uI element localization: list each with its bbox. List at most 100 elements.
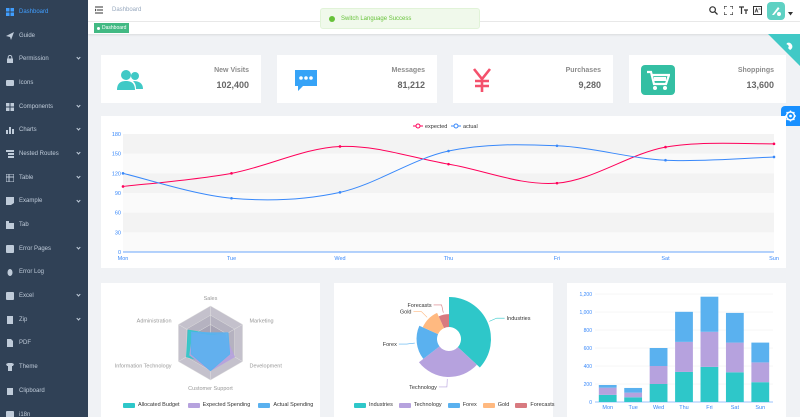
- sidebar-item-zip[interactable]: Zip: [0, 308, 88, 332]
- bar-segment[interactable]: [649, 384, 668, 402]
- radar-series-2[interactable]: [190, 331, 231, 372]
- legend-marker[interactable]: [415, 123, 421, 129]
- sidebar-item-table[interactable]: Table: [0, 166, 88, 190]
- data-point[interactable]: [121, 185, 125, 188]
- pie-slice-forex[interactable]: [416, 325, 440, 359]
- data-point[interactable]: [664, 158, 667, 162]
- success-message: Switch Language Success: [320, 8, 480, 29]
- legend-swatch: [515, 402, 528, 408]
- panel-new-visits[interactable]: New Visits 102,400: [101, 55, 261, 103]
- pie-slice-forecasts[interactable]: [438, 314, 449, 329]
- bar-segment[interactable]: [700, 296, 719, 332]
- panel-purchases[interactable]: Purchases 9,280: [453, 55, 613, 103]
- bar-segment[interactable]: [751, 362, 770, 383]
- example-icon: [6, 197, 14, 206]
- hamburger-icon[interactable]: [95, 6, 103, 14]
- chevron-down-icon: [76, 197, 81, 203]
- legend-item[interactable]: Gold: [482, 402, 509, 408]
- language-icon[interactable]: [753, 6, 762, 15]
- bar-segment[interactable]: [725, 372, 744, 402]
- bar-segment[interactable]: [725, 342, 744, 373]
- legend-item[interactable]: Allocated Budget: [123, 402, 180, 408]
- sidebar-item-dashboard[interactable]: Dashboard: [0, 0, 88, 24]
- data-point[interactable]: [338, 145, 342, 148]
- data-point[interactable]: [664, 145, 667, 149]
- sidebar-item-excel[interactable]: Excel: [0, 284, 88, 308]
- bar-segment[interactable]: [624, 392, 643, 398]
- bar-segment[interactable]: [598, 394, 617, 402]
- bar-segment[interactable]: [624, 387, 643, 393]
- sidebar-item-components[interactable]: Components: [0, 95, 88, 119]
- size-icon[interactable]: [739, 6, 748, 15]
- data-point[interactable]: [338, 191, 342, 194]
- sidebar-item-permission[interactable]: Permission: [0, 47, 88, 71]
- legend-item[interactable]: Forex: [447, 402, 477, 408]
- data-point[interactable]: [230, 196, 233, 200]
- bar-segment[interactable]: [751, 342, 770, 363]
- sidebar-item-nested-routes[interactable]: Nested Routes: [0, 142, 88, 166]
- bar-segment[interactable]: [649, 366, 668, 384]
- x-tick-label: Fri: [554, 256, 560, 262]
- bar-segment[interactable]: [598, 387, 617, 395]
- bar-segment[interactable]: [598, 384, 617, 388]
- data-point[interactable]: [447, 162, 450, 166]
- search-icon[interactable]: [709, 6, 718, 15]
- sidebar-item-example[interactable]: Example: [0, 190, 88, 214]
- data-point[interactable]: [772, 142, 776, 146]
- pie-slice-industries[interactable]: [449, 297, 491, 368]
- sidebar-item-charts[interactable]: Charts: [0, 118, 88, 142]
- caret-down-icon[interactable]: [788, 12, 793, 16]
- bar-segment[interactable]: [649, 348, 668, 366]
- sidebar-item-tab[interactable]: Tab: [0, 213, 88, 237]
- sidebar-item-label: Clipboard: [19, 387, 45, 394]
- panel-messages[interactable]: Messages 81,212: [277, 55, 437, 103]
- sidebar-item-theme[interactable]: Theme: [0, 355, 88, 379]
- data-point[interactable]: [772, 155, 776, 159]
- data-point[interactable]: [555, 144, 559, 148]
- legend-label: Actual Spending: [273, 402, 314, 408]
- legend-item[interactable]: Technology: [398, 402, 442, 408]
- legend-item[interactable]: Actual Spending: [258, 402, 313, 408]
- bar-segment[interactable]: [675, 371, 693, 402]
- sidebar-item-i18n[interactable]: i18n: [0, 403, 88, 417]
- sidebar-item-label: Tab: [19, 222, 29, 229]
- data-point[interactable]: [121, 172, 125, 175]
- bar-segment[interactable]: [675, 341, 693, 372]
- sidebar-item-guide[interactable]: Guide: [0, 24, 88, 48]
- bar-segment[interactable]: [725, 312, 744, 343]
- bar-segment[interactable]: [700, 331, 719, 367]
- sidebar-item-icons[interactable]: Icons: [0, 71, 88, 95]
- legend-item[interactable]: Forecasts: [515, 402, 555, 408]
- radar-legend: Allocated Budget Expected Spending Actua…: [123, 402, 313, 408]
- data-point[interactable]: [230, 172, 233, 175]
- github-corner-icon[interactable]: [768, 34, 800, 66]
- legend-item[interactable]: Expected Spending: [187, 402, 250, 408]
- sidebar-item-clipboard[interactable]: Clipboard: [0, 379, 88, 403]
- chevron-down-icon: [76, 174, 81, 179]
- y-tick-label: 90: [115, 191, 121, 197]
- bar-segment[interactable]: [700, 366, 719, 402]
- tag-dashboard[interactable]: Dashboard: [94, 23, 130, 33]
- data-point[interactable]: [447, 149, 450, 153]
- radar-indicator-label: Customer Support: [188, 386, 233, 392]
- legend-marker[interactable]: [453, 123, 459, 129]
- sidebar-item-error-pages[interactable]: Error Pages: [0, 237, 88, 261]
- bar-segment[interactable]: [751, 382, 770, 402]
- sidebar-item-pdf[interactable]: PDF: [0, 332, 88, 356]
- line-chart-card: 0 30 60 90 120 150 180 Mon Tue Wed Thu Fri Sat Sun ex…: [101, 116, 786, 268]
- pie-slice-technology[interactable]: [418, 346, 477, 377]
- pie-slice-gold[interactable]: [422, 312, 445, 335]
- x-tick-label: Thu: [679, 405, 688, 411]
- bar-segment[interactable]: [675, 311, 693, 342]
- legend-item[interactable]: Industries: [354, 402, 393, 408]
- panel-shoppings[interactable]: Shoppings 13,600: [629, 55, 786, 103]
- breadcrumb[interactable]: Dashboard: [112, 7, 142, 13]
- grid-band: [123, 193, 774, 213]
- fullscreen-icon[interactable]: [724, 6, 733, 15]
- data-point[interactable]: [555, 181, 559, 185]
- sidebar-item-error-log[interactable]: Error Log: [0, 261, 88, 285]
- bar-segment[interactable]: [624, 397, 643, 402]
- x-tick-label: Sun: [769, 256, 779, 262]
- avatar[interactable]: [767, 2, 785, 20]
- table-icon: [6, 173, 14, 182]
